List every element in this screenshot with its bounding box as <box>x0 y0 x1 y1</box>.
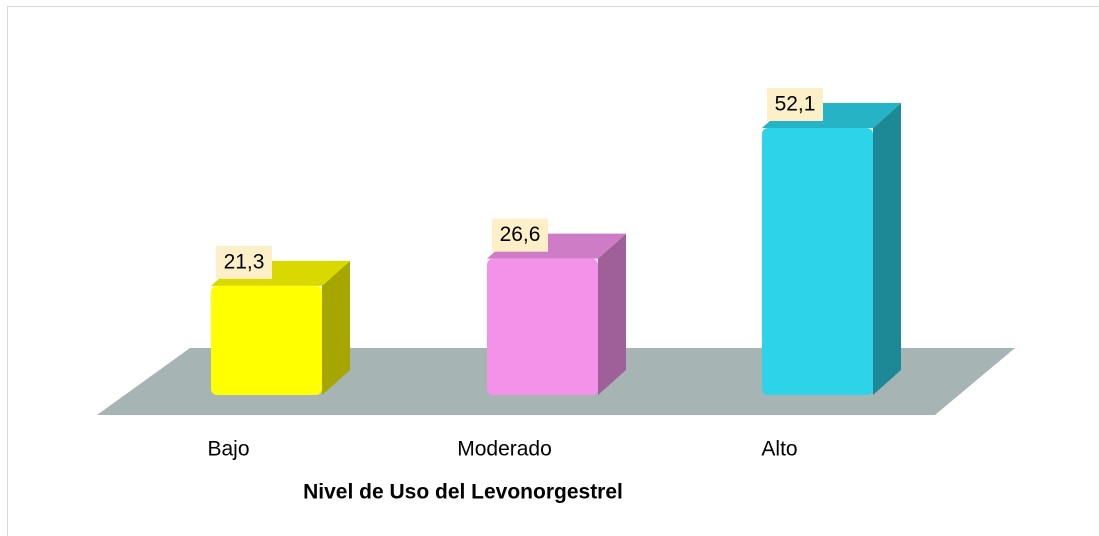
bar-side <box>322 260 350 395</box>
value-label-bg <box>492 218 548 252</box>
x-tick-label: Bajo <box>207 438 249 461</box>
value-label: 52,1 <box>775 93 816 116</box>
bar <box>211 285 322 395</box>
bar-side <box>598 233 626 395</box>
chart-border <box>7 6 1099 536</box>
bar <box>762 128 873 395</box>
value-label-bg <box>216 245 272 279</box>
x-axis-title: Nivel de Uso del Levonorgestrel <box>303 481 623 504</box>
value-label: 21,3 <box>224 250 265 273</box>
value-label: 26,6 <box>500 223 541 246</box>
value-label-bg <box>767 88 823 121</box>
x-tick-label: Alto <box>761 438 797 461</box>
x-tick-label: Moderado <box>457 438 552 461</box>
bar <box>487 258 598 395</box>
bar-side <box>873 103 901 395</box>
